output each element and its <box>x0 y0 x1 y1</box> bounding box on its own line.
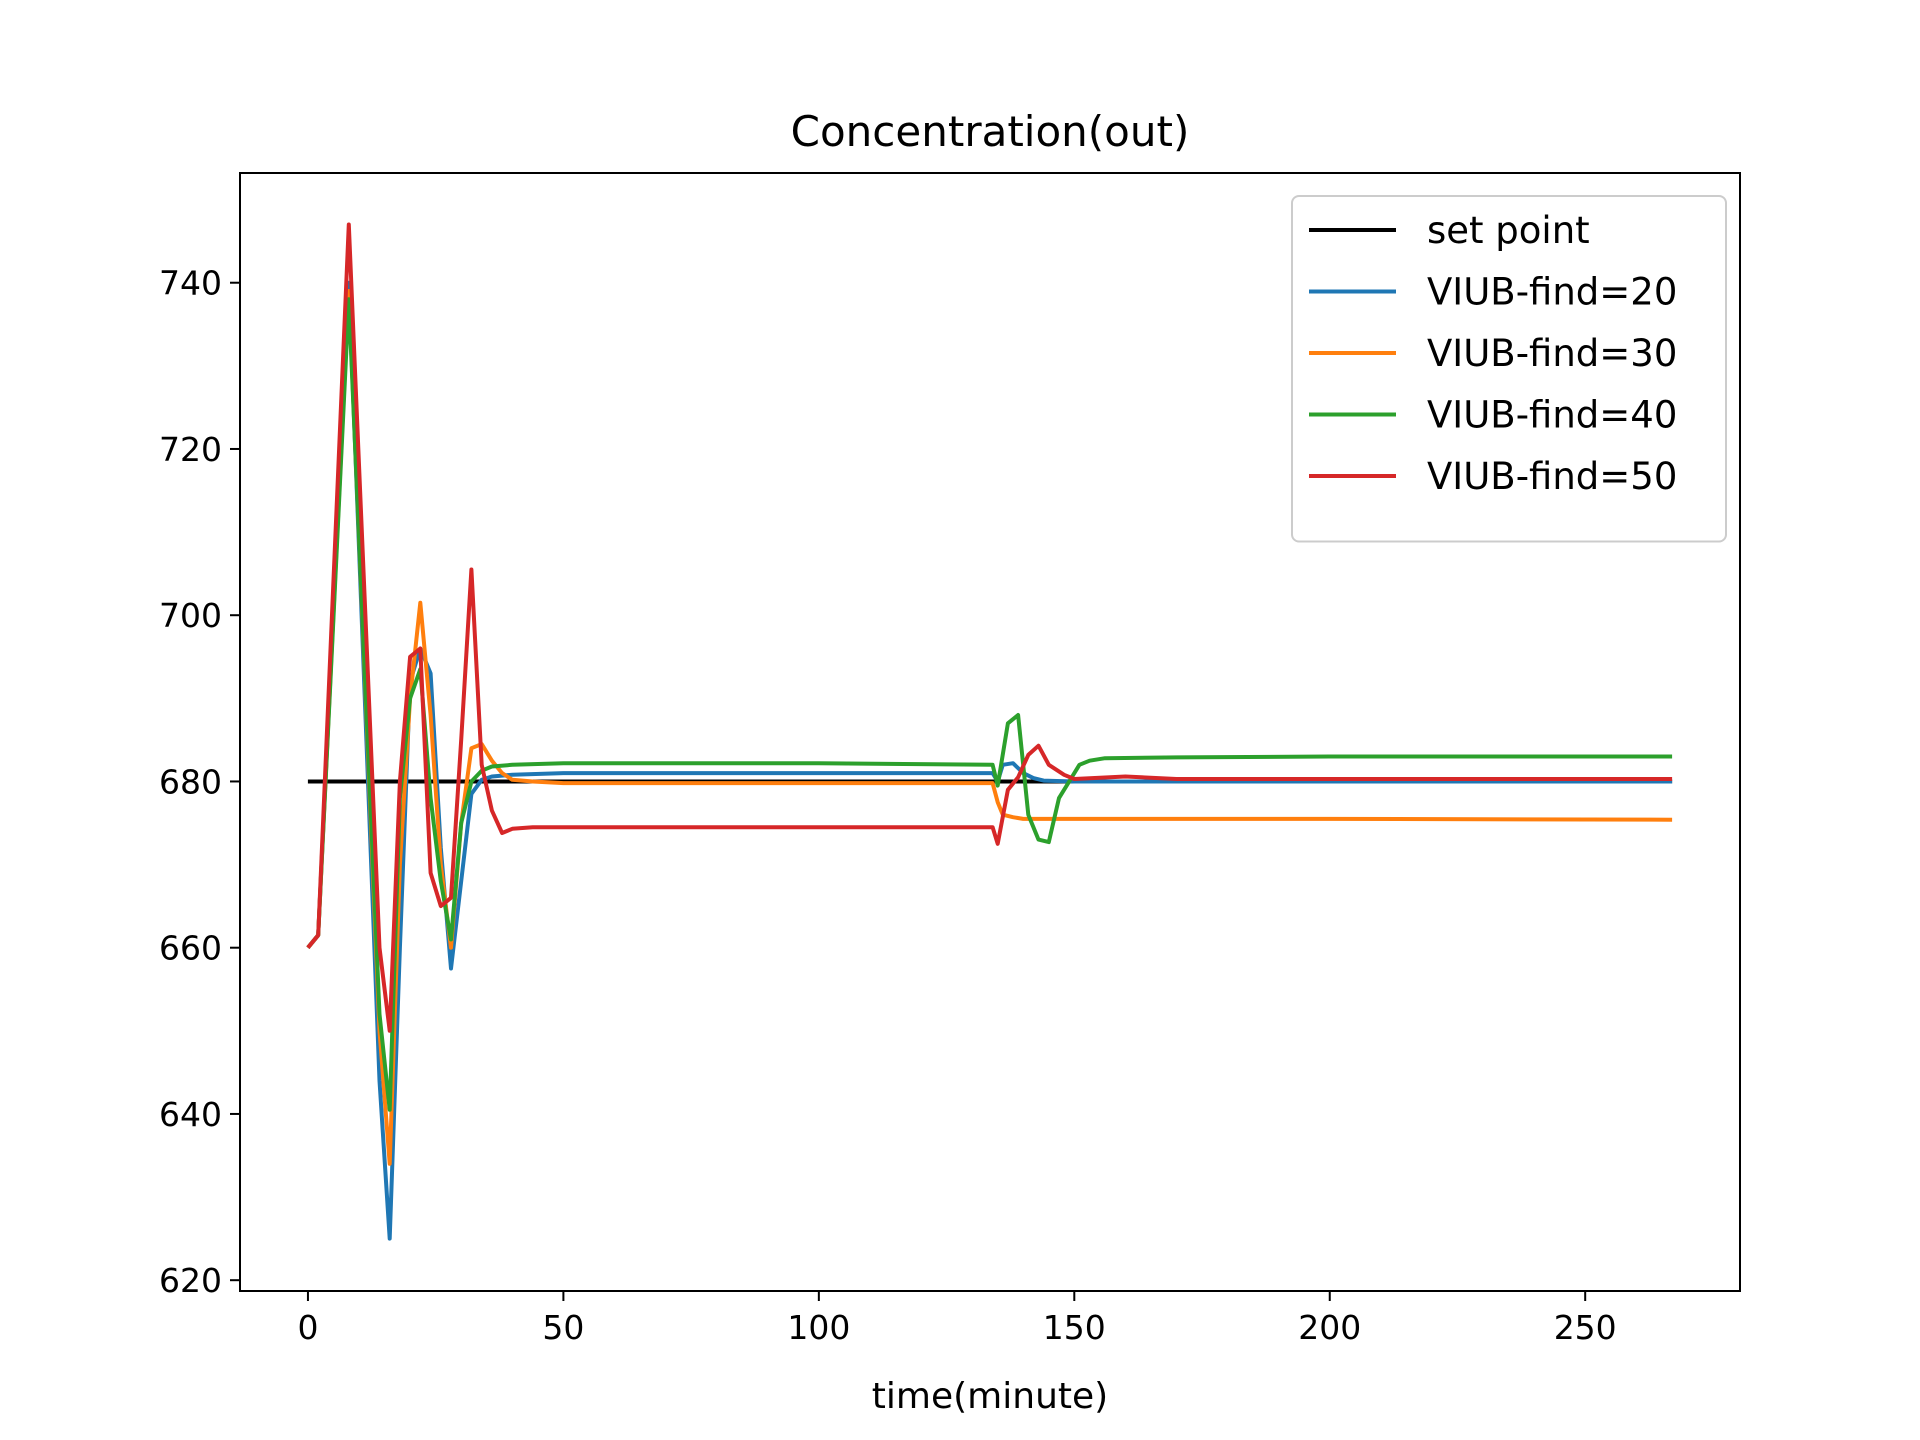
y-tick-label-6: 740 <box>159 264 222 303</box>
x-tick-label-5: 250 <box>1554 1308 1617 1347</box>
axis-ticks: 0 50 100 150 200 250 620 640 660 680 700 720 740 <box>159 264 1617 1347</box>
legend-label-3: VIUB-find=40 <box>1427 394 1677 437</box>
x-axis-label: time(minute) <box>872 1376 1108 1417</box>
plot-frame <box>239 172 1741 1292</box>
x-tick-label-0: 0 <box>297 1308 318 1347</box>
series-line-3 <box>306 297 1673 1112</box>
x-tick-label-4: 200 <box>1298 1308 1361 1347</box>
y-tick-label-0: 620 <box>159 1261 222 1300</box>
legend-label-1: VIUB-find=20 <box>1427 271 1677 314</box>
y-tick-label-2: 660 <box>159 929 222 968</box>
y-tick-label-1: 640 <box>159 1095 222 1134</box>
y-tick-label-4: 700 <box>159 596 222 635</box>
series-line-1 <box>306 280 1673 1241</box>
x-tick-label-3: 150 <box>1043 1308 1106 1347</box>
plot-area <box>306 222 1673 1241</box>
legend-label-2: VIUB-find=30 <box>1427 332 1677 375</box>
x-tick-label-1: 50 <box>542 1308 584 1347</box>
chart-title: Concentration(out) <box>791 107 1190 156</box>
series-line-4 <box>306 222 1673 1033</box>
legend-label-4: VIUB-find=50 <box>1427 455 1677 498</box>
y-tick-label-5: 720 <box>159 430 222 469</box>
legend: set point VIUB-find=20 VIUB-find=30 VIUB-fi… <box>1291 195 1727 543</box>
x-tick-label-2: 100 <box>787 1308 850 1347</box>
legend-box <box>1291 195 1727 543</box>
y-tick-label-3: 680 <box>159 762 222 801</box>
legend-label-0: set point <box>1427 209 1590 252</box>
